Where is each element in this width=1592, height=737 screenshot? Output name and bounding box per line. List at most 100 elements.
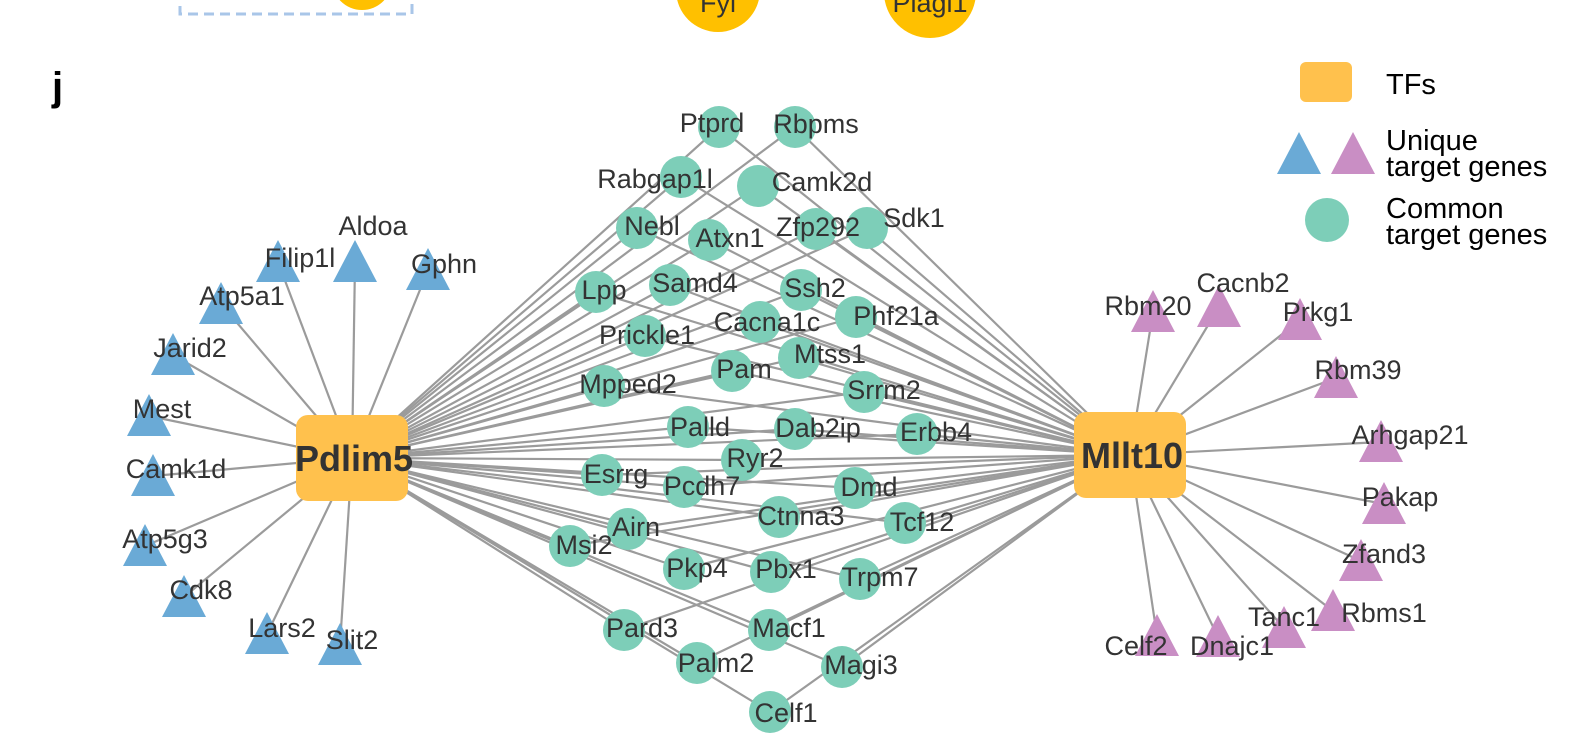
edge-mllt10-mpped2 bbox=[603, 384, 1131, 457]
label-pbx1: Pbx1 bbox=[755, 554, 817, 584]
label-pakap: Pakap bbox=[1362, 482, 1439, 512]
node-celf2 bbox=[1135, 614, 1179, 656]
node-rbm20 bbox=[1131, 290, 1175, 332]
node-pakap bbox=[1362, 482, 1406, 524]
label-sdk1: Sdk1 bbox=[883, 203, 945, 233]
node-airn bbox=[607, 508, 649, 550]
tf-label-mllt10: Mllt10 bbox=[1081, 435, 1183, 476]
node-lpp bbox=[575, 271, 617, 313]
edge-mllt10-rbpms bbox=[794, 126, 1131, 456]
label-rabgap1l: Rabgap1l bbox=[597, 164, 713, 194]
label-cdk8: Cdk8 bbox=[169, 575, 232, 605]
label-ryr2: Ryr2 bbox=[726, 443, 783, 473]
label-msi2: Msi2 bbox=[555, 530, 612, 560]
label-celf2: Celf2 bbox=[1104, 631, 1167, 661]
label-lars2: Lars2 bbox=[248, 613, 316, 643]
node-arhgap21 bbox=[1359, 420, 1403, 462]
edge-pdlim5-dab2ip bbox=[351, 427, 796, 460]
label-zfand3: Zfand3 bbox=[1342, 539, 1426, 569]
edge-pdlim5-srrm2 bbox=[351, 390, 865, 460]
edge-pdlim5-ryr2 bbox=[351, 456, 743, 462]
label-prickle1: Prickle1 bbox=[599, 320, 695, 350]
node-msi2 bbox=[549, 525, 591, 567]
edge-mllt10-ptprd bbox=[718, 126, 1131, 456]
label-tanc1: Tanc1 bbox=[1248, 602, 1320, 632]
node-rabgap1l bbox=[660, 156, 702, 198]
node-cdk8 bbox=[162, 575, 206, 617]
node-pard3 bbox=[603, 609, 645, 651]
node-esrrg bbox=[581, 454, 623, 496]
node-dab2ip bbox=[774, 408, 816, 450]
node-atxn1 bbox=[688, 219, 730, 261]
label-atp5g3: Atp5g3 bbox=[122, 524, 208, 554]
label-atxn1: Atxn1 bbox=[695, 223, 764, 253]
node-ryr2 bbox=[721, 439, 763, 481]
edge-pdlim5-zfp292 bbox=[351, 228, 817, 459]
label-rbm20: Rbm20 bbox=[1104, 291, 1191, 321]
label-pkp4: Pkp4 bbox=[666, 553, 728, 583]
tf-node-mllt10 bbox=[1074, 412, 1186, 498]
node-atp5a1 bbox=[199, 282, 243, 324]
legend-tf-label: TFs bbox=[1386, 69, 1436, 101]
panel-letter: j bbox=[51, 65, 63, 109]
edge-pdlim5-rbpms bbox=[351, 126, 796, 459]
node-prickle1 bbox=[624, 315, 666, 357]
node-atp5g3 bbox=[123, 524, 167, 566]
tf-label-pdlim5: Pdlim5 bbox=[295, 438, 413, 479]
label-magi3: Magi3 bbox=[824, 650, 898, 680]
edge-mllt10-ryr2 bbox=[741, 453, 1131, 462]
top-tf-right-node bbox=[884, 0, 976, 38]
edge-pdlim5-ptprd bbox=[351, 126, 720, 459]
node-lars2 bbox=[245, 612, 289, 654]
legend-unique-label-2: target genes bbox=[1386, 151, 1547, 183]
edge-pdlim5-ssh2 bbox=[351, 288, 802, 460]
label-dmd: Dmd bbox=[840, 472, 897, 502]
node-rbm39 bbox=[1314, 356, 1358, 398]
node-mpped2 bbox=[583, 365, 625, 407]
node-prkg1 bbox=[1278, 298, 1322, 340]
legend-unique-label-1: Unique bbox=[1386, 125, 1478, 157]
edge-pdlim5-erbb4 bbox=[351, 432, 918, 460]
node-slit2 bbox=[318, 623, 362, 665]
node-cacna1c bbox=[739, 301, 781, 343]
edge-pdlim5-cacna1c bbox=[351, 320, 761, 460]
edge-mllt10-rabgap1l bbox=[680, 176, 1131, 456]
node-samd4 bbox=[649, 264, 691, 306]
node-macf1 bbox=[748, 609, 790, 651]
edge-pdlim5-pbx1 bbox=[351, 456, 772, 574]
label-pam: Pam bbox=[716, 354, 772, 384]
legend: TFs Unique target genes Common target ge… bbox=[1277, 62, 1547, 251]
legend-unique-right-swatch bbox=[1331, 132, 1375, 174]
label-pcdh7: Pcdh7 bbox=[664, 471, 741, 501]
top-tf-left-node bbox=[677, 0, 759, 32]
label-trpm7: Trpm7 bbox=[841, 562, 918, 592]
node-filip1l bbox=[256, 240, 300, 282]
label-tcf12: Tcf12 bbox=[890, 507, 955, 537]
node-aldoa bbox=[333, 240, 377, 282]
label-phf21a: Phf21a bbox=[853, 301, 940, 331]
edge-pdlim5-pam bbox=[351, 369, 733, 460]
label-palm2: Palm2 bbox=[678, 648, 755, 678]
label-pard3: Pard3 bbox=[606, 613, 678, 643]
label-arhgap21: Arhgap21 bbox=[1351, 420, 1468, 450]
node-erbb4 bbox=[896, 413, 938, 455]
node-srrm2 bbox=[843, 371, 885, 413]
label-prkg1: Prkg1 bbox=[1283, 297, 1354, 327]
label-slit2: Slit2 bbox=[326, 625, 379, 655]
node-gphn bbox=[406, 248, 450, 290]
node-rbms1 bbox=[1311, 589, 1355, 631]
node-mtss1 bbox=[778, 337, 820, 379]
label-samd4: Samd4 bbox=[652, 268, 738, 298]
label-nebl: Nebl bbox=[624, 211, 680, 241]
label-camk2d: Camk2d bbox=[772, 167, 873, 197]
label-zfp292: Zfp292 bbox=[776, 212, 860, 242]
node-camk2d bbox=[737, 165, 779, 207]
label-esrrg: Esrrg bbox=[584, 459, 649, 489]
legend-tf-swatch bbox=[1300, 62, 1352, 102]
legend-common-label-1: Common bbox=[1386, 193, 1504, 225]
node-rbpms bbox=[774, 106, 816, 148]
nodes bbox=[123, 106, 1406, 733]
partial-node bbox=[339, 0, 385, 10]
node-dnajc1 bbox=[1196, 615, 1240, 657]
